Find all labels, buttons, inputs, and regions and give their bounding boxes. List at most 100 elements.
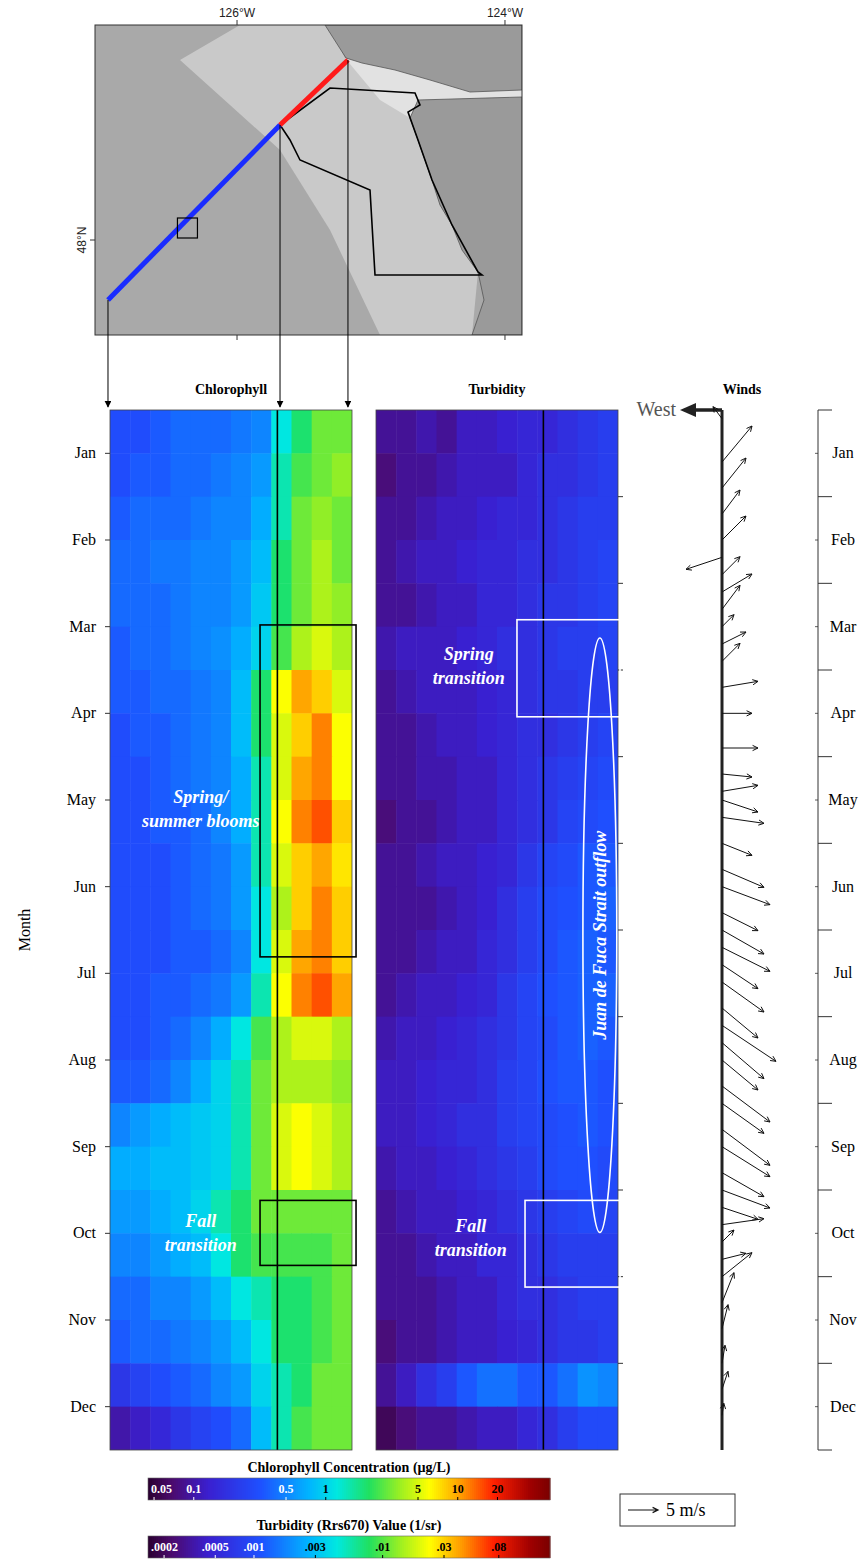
colorbar-tick-label: .001 xyxy=(243,1540,264,1554)
y-tick-label: Oct xyxy=(73,1224,97,1241)
y-tick xyxy=(815,713,818,714)
colorbar-tick xyxy=(382,1555,383,1558)
heatmap-cell xyxy=(497,1017,518,1061)
wind-vector xyxy=(722,817,764,825)
heatmap-cell xyxy=(130,1233,151,1277)
wind-vector xyxy=(722,1147,770,1177)
heatmap-cell xyxy=(437,1363,458,1407)
heatmap-cell xyxy=(457,757,478,801)
heatmap-cell xyxy=(271,540,292,584)
heatmap-cell xyxy=(130,1103,151,1147)
heatmap-cell xyxy=(416,1103,437,1147)
month-divider xyxy=(818,1450,832,1451)
colorbar-title: Chlorophyll Concentration (µg/L) xyxy=(247,1460,450,1476)
heatmap-cell xyxy=(312,843,333,887)
heatmap-cell xyxy=(537,1277,558,1321)
heatmap-cell xyxy=(231,1320,252,1364)
heatmap-cell xyxy=(231,930,252,974)
y-tick xyxy=(105,1233,110,1234)
deep-ocean xyxy=(95,25,522,335)
heatmap-cell xyxy=(376,1103,397,1147)
heatmap-cell xyxy=(437,1103,458,1147)
heatmap-cell xyxy=(231,887,252,931)
heatmap-cell xyxy=(251,1147,272,1191)
heatmap-cell xyxy=(211,887,232,931)
heatmap-cell xyxy=(578,1320,599,1364)
y-tick-label: Jul xyxy=(834,964,853,981)
annotation-box xyxy=(517,620,620,717)
heatmap-cell xyxy=(271,1407,292,1450)
heatmap-cell xyxy=(171,627,192,671)
heatmap-cell xyxy=(558,1407,579,1450)
heatmap-cell xyxy=(578,497,599,541)
heatmap-cell xyxy=(292,583,313,627)
heatmap-cell xyxy=(271,1017,292,1061)
heatmap-cell xyxy=(332,930,352,974)
heatmap-cell xyxy=(130,1363,151,1407)
heatmap-cell xyxy=(211,1017,232,1061)
heatmap-cell xyxy=(537,973,558,1017)
heatmap-cell xyxy=(171,410,192,454)
heatmap-cell xyxy=(150,757,171,801)
month-divider xyxy=(818,1190,832,1191)
wind-vector xyxy=(722,1060,758,1090)
heatmap-cell xyxy=(251,843,272,887)
wind-vector xyxy=(722,1217,764,1225)
wind-vector xyxy=(722,490,740,514)
heatmap-cell xyxy=(416,887,437,931)
heatmap-cell xyxy=(416,497,437,541)
heatmap-cell xyxy=(517,843,538,887)
heatmap-cell xyxy=(376,1277,397,1321)
heatmap-cell xyxy=(171,1147,192,1191)
heatmap-cell xyxy=(477,887,498,931)
shelf-break-line xyxy=(277,410,279,1450)
heatmap-cell xyxy=(537,757,558,801)
heatmap-cell xyxy=(457,800,478,844)
heatmap-cell xyxy=(578,583,599,627)
heatmap-cell xyxy=(497,1147,518,1191)
heatmap-cell xyxy=(396,713,417,757)
wind-vector xyxy=(722,1103,764,1133)
heatmap-cell xyxy=(477,410,498,454)
heatmap-cell xyxy=(376,1147,397,1191)
heatmap-cell xyxy=(110,1017,131,1061)
heatmap-cell xyxy=(130,583,151,627)
heatmap-cell xyxy=(211,410,232,454)
heatmap-cell xyxy=(416,1017,437,1061)
heatmap-cell xyxy=(517,583,538,627)
heatmap-cell xyxy=(396,1363,417,1407)
heatmap-cell xyxy=(312,713,333,757)
heatmap-cell xyxy=(110,583,131,627)
heatmap-cell xyxy=(396,973,417,1017)
heatmap-cell xyxy=(416,1363,437,1407)
y-tick xyxy=(105,1406,110,1407)
heatmap-cell xyxy=(497,1320,518,1364)
heatmap-cell xyxy=(537,1233,558,1277)
heatmap-cell xyxy=(376,1233,397,1277)
heatmap-cell xyxy=(271,1233,292,1277)
heatmap-cell xyxy=(292,1320,313,1364)
wind-vector xyxy=(722,1345,727,1363)
colorbar-tick xyxy=(253,1555,254,1558)
heatmap-cell xyxy=(457,1060,478,1104)
heatmap-cell xyxy=(497,887,518,931)
heatmap-cell xyxy=(211,930,232,974)
heatmap-cell xyxy=(312,930,333,974)
heatmap-cell xyxy=(517,1363,538,1407)
y-tick xyxy=(618,1190,623,1191)
heatmap-cell xyxy=(110,627,131,671)
map-x-label: 124°W xyxy=(487,6,524,20)
heatmap-cell xyxy=(537,540,558,584)
wind-vector xyxy=(722,1190,770,1209)
heatmap-cell xyxy=(231,1277,252,1321)
heatmap-cell xyxy=(110,1363,131,1407)
colorbar-tick-label: 0.5 xyxy=(279,1482,294,1496)
heatmap-cell xyxy=(396,627,417,671)
heatmap-cell xyxy=(332,1363,352,1407)
heatmap-cell xyxy=(416,627,437,671)
heatmap-cell xyxy=(130,757,151,801)
heatmap-cell xyxy=(312,1233,333,1277)
heatmap-cell xyxy=(537,800,558,844)
heatmap-cell xyxy=(497,930,518,974)
heatmap-cell xyxy=(437,1060,458,1104)
